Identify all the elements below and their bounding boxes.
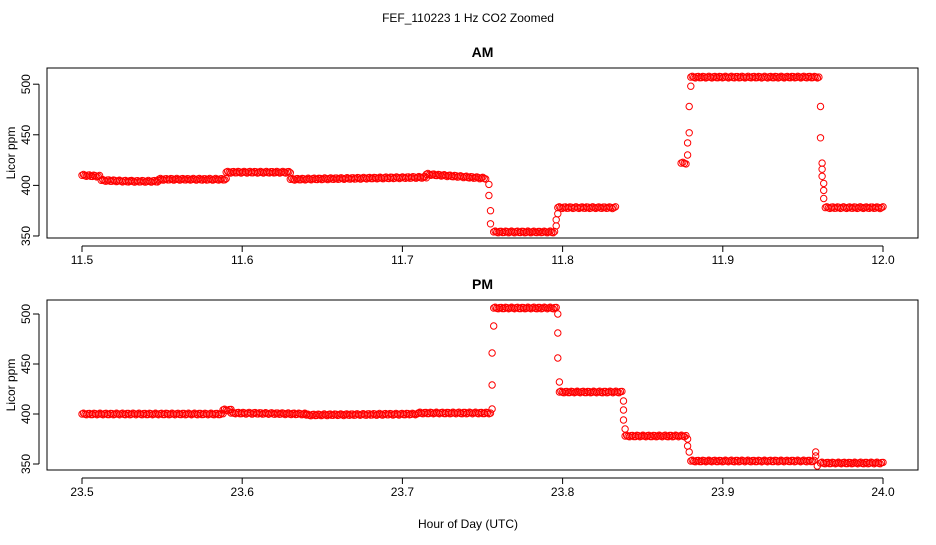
data-point (879, 203, 887, 211)
am-x-tick-label: 12.0 (871, 253, 895, 267)
data-point (611, 203, 620, 211)
pm-y-tick-label: 400 (19, 404, 33, 424)
data-point (685, 129, 693, 137)
data-point (619, 406, 628, 414)
am-y-tick-label: 400 (19, 175, 33, 195)
pm-y-tick-label: 450 (19, 354, 33, 374)
pm-x-tick-label: 23.7 (391, 485, 415, 499)
pm-panel: PM 23.5 23.6 23.7 23.8 23.9 24.0 350 400 450 500 Li… (4, 276, 919, 499)
data-point (818, 172, 826, 181)
data-point (482, 175, 490, 183)
data-point (554, 329, 562, 337)
data-point (488, 405, 496, 413)
am-y-axis-label: Licor ppm (4, 127, 18, 180)
data-point (683, 151, 692, 159)
data-point (485, 180, 493, 189)
pm-plot-frame (46, 299, 919, 471)
data-point (810, 456, 818, 464)
data-point (488, 349, 496, 357)
data-point (683, 442, 692, 450)
pm-x-tick-label: 23.5 (70, 485, 94, 499)
data-point (818, 159, 826, 167)
am-x-tick-label: 11.6 (231, 253, 254, 267)
data-point (818, 165, 826, 173)
x-axis-label: Hour of Day (UTC) (418, 517, 518, 531)
data-point (685, 448, 693, 456)
am-panel: AM 11.5 11.6 11.7 11.8 11.9 12.0 350 400 450 500 Li… (4, 44, 919, 267)
am-x-tick-label: 11.8 (551, 253, 574, 267)
data-point (549, 229, 557, 237)
data-point (820, 179, 828, 188)
data-point (682, 431, 690, 440)
am-panel-title: AM (472, 44, 494, 60)
data-point (812, 448, 820, 456)
data-point (808, 457, 817, 466)
pm-x-tick-label: 24.0 (871, 485, 895, 499)
pm-data-points (78, 303, 887, 470)
data-point (483, 409, 492, 417)
data-point (607, 203, 615, 212)
pm-panel-title: PM (472, 276, 493, 292)
data-point (486, 409, 495, 417)
data-point (685, 102, 693, 111)
data-point (618, 387, 626, 396)
pm-y-axis-label: Licor ppm (4, 359, 18, 412)
am-plot-frame (46, 67, 919, 239)
am-x-tick-label: 11.9 (712, 253, 735, 267)
data-point (683, 139, 692, 147)
data-point (687, 82, 695, 90)
data-point (554, 354, 562, 362)
data-point (555, 378, 564, 386)
data-point (619, 416, 628, 424)
data-point (221, 176, 229, 184)
am-y-tick-label: 350 (19, 226, 33, 246)
data-point (812, 452, 820, 460)
data-point (816, 102, 825, 111)
data-point (815, 73, 823, 81)
data-point (820, 186, 828, 195)
data-point (682, 160, 690, 168)
data-point (820, 194, 828, 203)
data-point (554, 310, 562, 318)
am-y-tick-label: 450 (19, 124, 33, 144)
data-point (486, 220, 495, 228)
data-point (813, 462, 821, 470)
data-point (285, 167, 293, 176)
pm-x-tick-label: 23.9 (711, 485, 735, 499)
am-data-points (78, 72, 887, 237)
data-point (554, 210, 562, 218)
am-x-tick-label: 11.5 (71, 253, 94, 267)
data-point (879, 458, 887, 467)
figure-title: FEF_110223 1 Hz CO2 Zoomed (382, 11, 554, 25)
pm-y-tick-label: 500 (19, 304, 33, 324)
data-point (619, 397, 628, 405)
data-point (490, 322, 498, 330)
data-point (552, 222, 560, 230)
pm-y-tick-label: 350 (19, 454, 33, 474)
data-point (805, 456, 814, 465)
data-point (816, 134, 825, 142)
am-x-tick-label: 11.7 (391, 253, 414, 267)
data-point (683, 435, 692, 443)
data-point (485, 191, 493, 200)
data-point (488, 381, 496, 389)
data-point (301, 409, 309, 417)
pm-x-tick-label: 23.6 (231, 485, 255, 499)
data-point (812, 73, 820, 81)
data-point (486, 207, 495, 215)
data-point (621, 425, 629, 433)
data-point (552, 303, 560, 312)
data-point (552, 216, 560, 224)
am-y-tick-label: 500 (19, 74, 33, 94)
data-point (91, 172, 99, 180)
data-point (874, 203, 883, 212)
pm-x-tick-label: 23.8 (551, 485, 575, 499)
